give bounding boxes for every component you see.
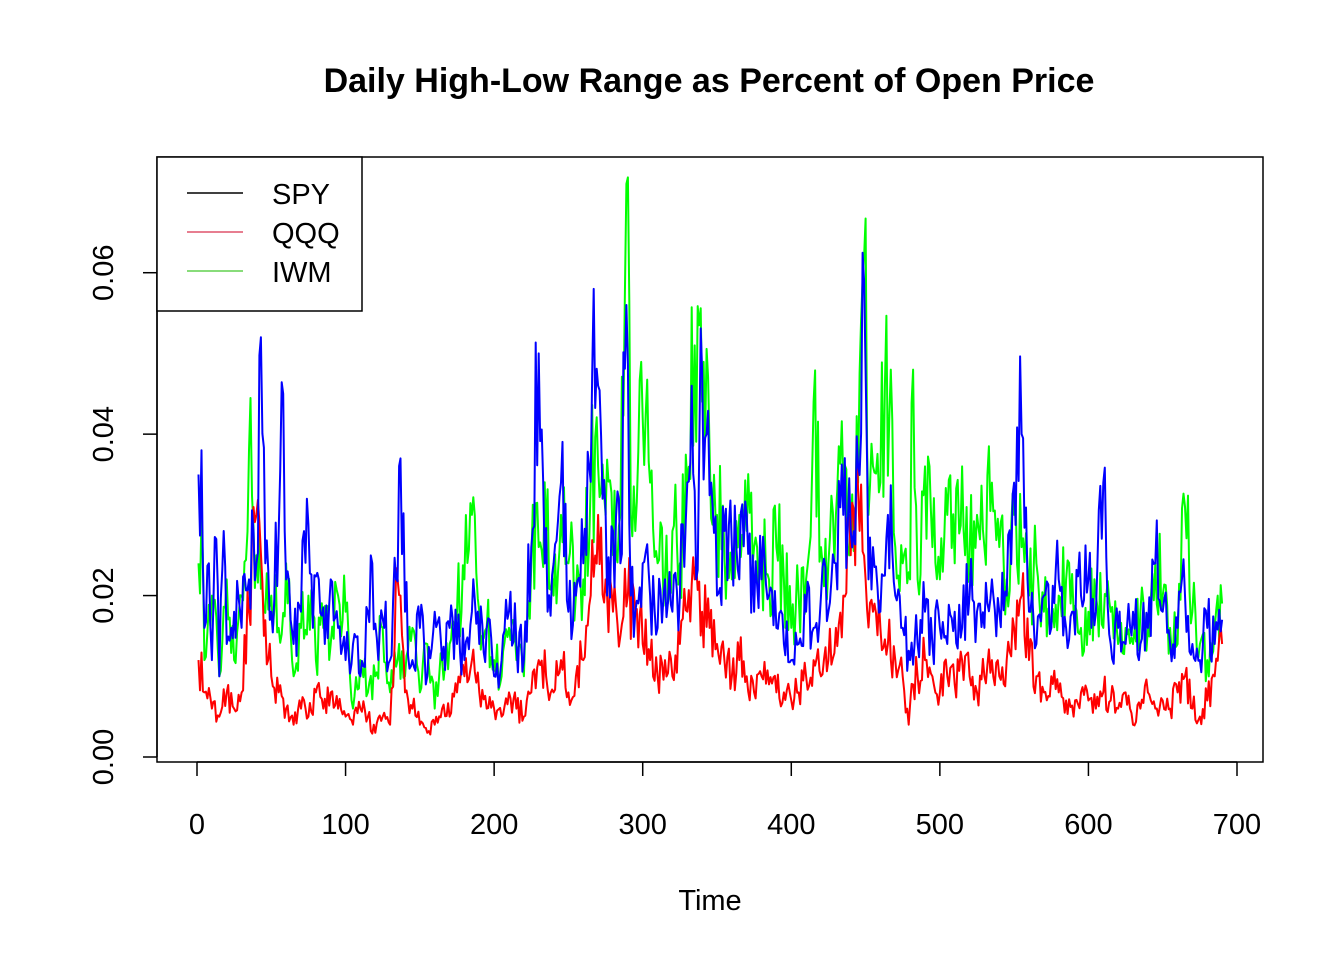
y-axis: 0.00 0.02 0.04 0.06	[88, 244, 158, 785]
chart-title: Daily High-Low Range as Percent of Open …	[324, 62, 1095, 100]
series-line-qqq	[197, 437, 1224, 736]
x-tick-label: 300	[619, 809, 667, 841]
y-tick-label: 0.00	[88, 729, 120, 785]
legend-label-qqq: QQQ	[272, 218, 340, 250]
y-tick-label: 0.02	[88, 567, 120, 623]
x-tick-label: 600	[1064, 809, 1112, 841]
legend-label-iwm: IWM	[272, 257, 332, 289]
y-tick-label: 0.06	[88, 244, 120, 300]
x-axis: 0 100 200 300 400 500 600 700	[189, 761, 1261, 841]
x-tick-label: 500	[916, 809, 964, 841]
x-axis-label: Time	[678, 885, 741, 917]
x-tick-label: 100	[321, 809, 369, 841]
x-tick-label: 200	[470, 809, 518, 841]
x-tick-label: 700	[1213, 809, 1261, 841]
x-tick-label: 0	[189, 809, 205, 841]
x-tick-label: 400	[767, 809, 815, 841]
series-layer	[197, 176, 1224, 736]
legend: SPY QQQ IWM	[156, 156, 363, 312]
series-line-spy	[197, 251, 1224, 689]
legend-label-spy: SPY	[272, 179, 330, 211]
legend-box	[156, 156, 363, 312]
y-tick-label: 0.04	[88, 406, 120, 462]
